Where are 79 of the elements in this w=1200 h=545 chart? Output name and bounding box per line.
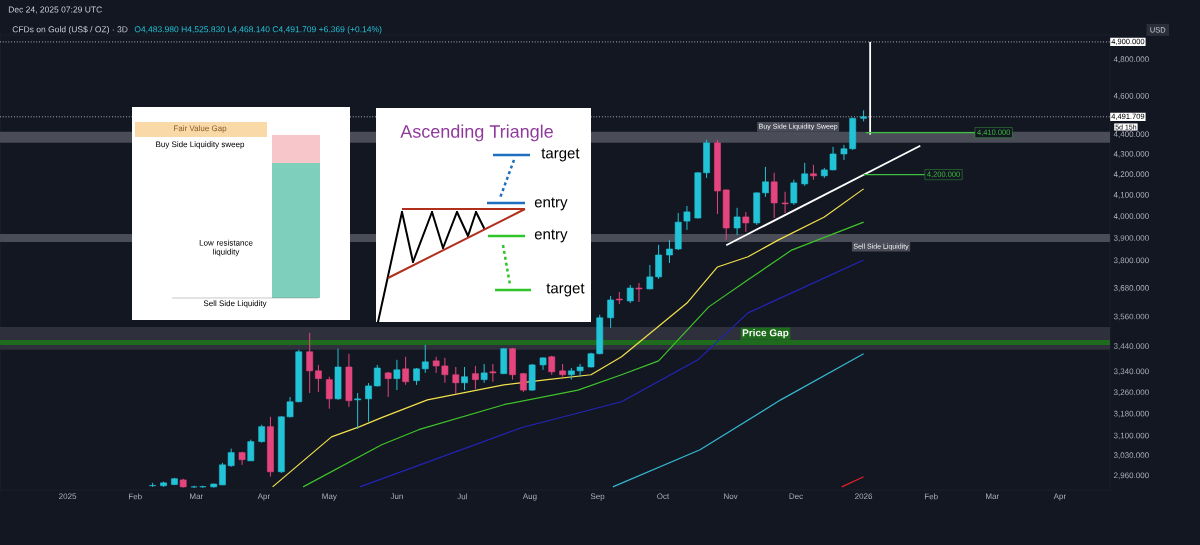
candlestick — [626, 284, 634, 304]
chart-title: CFDs on Gold (US$ / OZ) · 3D — [12, 25, 128, 35]
y-tick-label: 4,600.000 — [1113, 92, 1149, 100]
x-tick-label: Feb — [924, 493, 938, 500]
y-tick-label: 3,100.000 — [1113, 432, 1149, 440]
x-tick-label: Apr — [1053, 493, 1066, 501]
annotation: Ascending Triangle — [400, 124, 553, 142]
y-tick-label: 3,800.000 — [1113, 257, 1149, 265]
candlestick — [781, 191, 789, 214]
candlestick — [461, 366, 468, 391]
candlestick — [480, 363, 488, 384]
x-tick-label: Aug — [522, 493, 537, 501]
candlestick — [247, 439, 255, 462]
candlestick — [452, 366, 460, 395]
band-label: Price Gap — [742, 328, 789, 339]
x-tick-label: Apr — [257, 493, 270, 501]
candlestick — [790, 179, 798, 206]
line-series — [272, 188, 865, 488]
chart-subtitle: O4,483.980 H4,525.830 L4,468.140 C4,491.709 +6.369 (+0.14%) — [134, 26, 382, 34]
annotation: target — [541, 148, 580, 162]
x-tick-label: Jun — [390, 493, 403, 500]
x-tick-label: Mar — [986, 493, 1000, 500]
annotation: target — [546, 283, 585, 297]
y-tick-label: 4,300.000 — [1113, 151, 1149, 158]
x-tick-label: Sep — [590, 493, 605, 501]
y-tick-label: 3,180.000 — [1113, 410, 1149, 418]
candlestick — [683, 205, 691, 231]
y-tick-label: 4,100.000 — [1113, 192, 1149, 199]
y-tick-label: 3,340.000 — [1113, 368, 1149, 376]
y-tick-label: 3,440.000 — [1113, 343, 1149, 350]
x-tick-label: Jul — [457, 493, 467, 500]
x-tick-label: 2026 — [855, 493, 873, 500]
y-tick-label: 4,400.000 — [1113, 131, 1149, 138]
candlestick — [306, 332, 314, 394]
y-tick-label: 3,900.000 — [1113, 235, 1149, 242]
y-tick-label: 4,000.000 — [1113, 213, 1149, 220]
x-tick-label: Mar — [190, 493, 204, 500]
candlestick — [607, 295, 614, 329]
annotation: Sell Side Liquidity — [203, 300, 267, 308]
y-tick-label: 3,260.000 — [1113, 389, 1149, 396]
candlestick — [325, 376, 333, 410]
candlestick — [635, 282, 643, 303]
candlestick — [489, 363, 497, 383]
line-series — [612, 353, 865, 488]
y-tick-label: 3,030.000 — [1113, 452, 1149, 459]
candlestick — [666, 239, 673, 264]
x-tick-label: May — [322, 493, 337, 501]
x-tick-label: Oct — [657, 493, 670, 500]
candlestick — [801, 162, 809, 187]
candlestick — [472, 365, 479, 390]
candlestick — [770, 172, 778, 219]
candlestick — [365, 382, 372, 423]
y-tick-label: 4,200.000 — [1113, 171, 1149, 178]
line-series — [302, 221, 865, 488]
candlestick — [762, 166, 769, 198]
candlestick — [354, 392, 362, 430]
candlestick — [384, 371, 392, 398]
candlestick — [315, 364, 322, 393]
annotation: entry — [534, 197, 568, 211]
candlestick — [373, 364, 381, 387]
y-tick-label: 4,800.000 — [1113, 56, 1149, 63]
candlestick — [742, 211, 750, 233]
annotation: entry — [534, 229, 568, 243]
x-tick-label: Feb — [128, 493, 142, 500]
candlestick — [393, 359, 401, 391]
y-tick-label: 2,960.000 — [1113, 472, 1149, 480]
candlestick — [402, 356, 409, 386]
candlestick — [421, 344, 429, 374]
x-tick-label: 2025 — [59, 493, 77, 500]
x-tick-label: Dec — [789, 493, 803, 500]
annotation: Low resistance liquidity — [199, 239, 253, 257]
y-tick-label: 3,680.000 — [1113, 285, 1149, 292]
y-tick-label: 3,560.000 — [1113, 313, 1149, 321]
annotation: Fair Value Gap — [174, 125, 227, 133]
line-series — [359, 259, 865, 488]
annotation: Buy Side Liquidity sweep — [156, 141, 245, 149]
x-tick-label: Nov — [724, 493, 738, 500]
candlestick — [733, 207, 741, 236]
text: Dec 24, 2025 07:29 UTC — [8, 6, 102, 14]
